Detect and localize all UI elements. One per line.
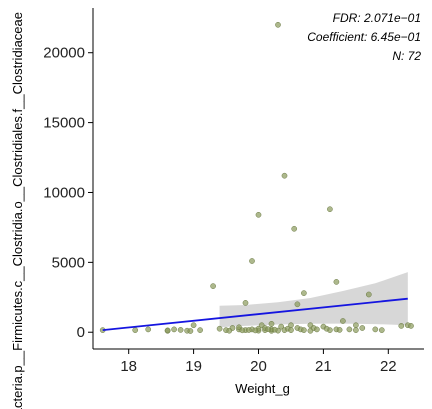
data-point bbox=[353, 322, 359, 329]
regression-line bbox=[102, 297, 408, 332]
annotation-coefficient: Coefficient: 6.45e−01 bbox=[307, 30, 421, 44]
data-point bbox=[365, 291, 372, 298]
data-point bbox=[252, 327, 259, 334]
data-point bbox=[327, 206, 333, 213]
x-tick-label: 19 bbox=[185, 358, 202, 375]
x-tick-label: 18 bbox=[120, 358, 137, 375]
data-point bbox=[408, 323, 414, 329]
data-point bbox=[164, 327, 171, 334]
data-point bbox=[132, 327, 139, 333]
x-tick-label: 21 bbox=[315, 358, 332, 375]
y-axis-title: k__Bacteria.p__Firmicutes.c__Clostridia.… bbox=[10, 12, 25, 409]
y-tick-label: 15000 bbox=[43, 115, 85, 132]
x-tick-label: 22 bbox=[380, 358, 397, 375]
data-point bbox=[336, 327, 343, 333]
data-point bbox=[275, 21, 281, 28]
y-axis-ticks: 0 5000 10000 15000 20000 bbox=[43, 45, 93, 341]
data-points-layer bbox=[99, 21, 414, 334]
data-point bbox=[242, 300, 249, 306]
y-tick-label: 10000 bbox=[43, 184, 85, 201]
data-point bbox=[255, 211, 262, 218]
data-point bbox=[271, 326, 278, 333]
data-point bbox=[314, 326, 320, 333]
annotation-n: N: 72 bbox=[392, 49, 421, 63]
data-point bbox=[291, 225, 298, 232]
data-point bbox=[288, 327, 294, 333]
regression-line-layer bbox=[102, 297, 408, 332]
data-point bbox=[301, 290, 307, 296]
data-point bbox=[239, 327, 246, 334]
data-point bbox=[216, 325, 223, 332]
y-tick-label: 5000 bbox=[52, 254, 85, 271]
data-point bbox=[301, 327, 307, 333]
data-point bbox=[281, 172, 288, 179]
stats-annotations: FDR: 2.071e−01 Coefficient: 6.45e−01 N: … bbox=[307, 11, 421, 63]
data-point bbox=[265, 326, 272, 333]
data-point bbox=[210, 283, 216, 289]
data-point bbox=[340, 318, 346, 324]
data-point bbox=[187, 328, 194, 334]
y-tick-label: 0 bbox=[77, 324, 85, 341]
data-point bbox=[226, 327, 233, 334]
data-point bbox=[249, 258, 255, 264]
confidence-band bbox=[219, 272, 408, 328]
x-axis-ticks: 18 19 20 21 22 bbox=[120, 349, 397, 375]
data-point bbox=[323, 325, 330, 332]
data-point bbox=[197, 327, 203, 333]
data-point bbox=[177, 327, 184, 333]
data-point bbox=[278, 323, 285, 330]
data-point bbox=[190, 322, 197, 329]
data-point bbox=[294, 301, 301, 308]
data-point bbox=[372, 326, 379, 333]
confidence-band-layer bbox=[219, 272, 408, 328]
data-point bbox=[398, 323, 405, 329]
y-tick-label: 20000 bbox=[43, 45, 85, 62]
data-point bbox=[359, 325, 366, 331]
data-point bbox=[378, 327, 385, 333]
data-point bbox=[346, 326, 353, 333]
data-point bbox=[288, 322, 294, 329]
data-point bbox=[268, 320, 275, 327]
data-point bbox=[145, 326, 152, 333]
annotation-fdr: FDR: 2.071e−01 bbox=[333, 11, 421, 25]
data-point bbox=[171, 326, 177, 333]
data-point bbox=[245, 327, 252, 333]
data-point bbox=[333, 279, 340, 285]
x-tick-label: 20 bbox=[250, 358, 267, 375]
data-point bbox=[353, 327, 359, 333]
x-axis-title: Weight_g bbox=[235, 381, 290, 396]
